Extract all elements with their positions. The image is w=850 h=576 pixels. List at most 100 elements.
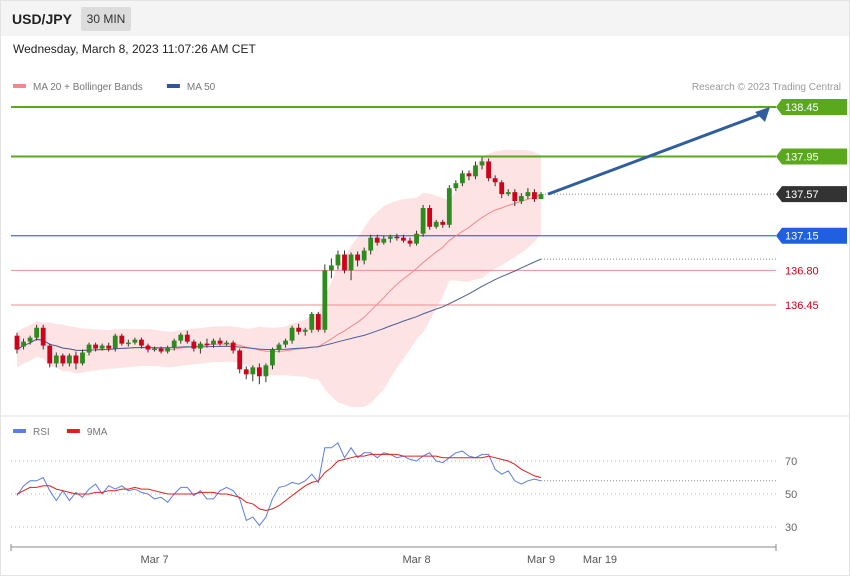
candle-body <box>532 192 537 200</box>
candle-body <box>348 254 354 271</box>
candle-body <box>381 238 387 243</box>
candle-body <box>178 334 184 341</box>
candle-body <box>191 341 197 349</box>
rsi-legend-label-2: 9MA <box>87 427 108 438</box>
rsi-level-label-50: 50 <box>785 489 797 501</box>
candle-10 <box>73 351 79 370</box>
candle-65 <box>433 219 439 229</box>
level-tags: 138.45 137.95 137.57 137.15 136.80 136.45 <box>776 99 847 312</box>
candle-body <box>184 334 190 342</box>
candle-58 <box>387 234 393 243</box>
level-label-136.45: 136.45 <box>785 300 819 312</box>
candle-body <box>283 340 288 345</box>
candle-66 <box>440 219 446 228</box>
candle-49 <box>329 258 334 279</box>
rsi-level-label-70: 70 <box>785 456 797 468</box>
candle-body <box>361 250 367 261</box>
candle-body <box>407 240 413 244</box>
candle-67 <box>446 185 452 228</box>
candle-25 <box>171 338 177 351</box>
price-tag-137.15: 137.15 <box>776 227 847 244</box>
rsi-ma-line <box>16 453 542 512</box>
price-levels <box>11 106 776 306</box>
candle-73 <box>486 158 491 182</box>
candle-53 <box>355 251 360 267</box>
interval-button[interactable]: 30 MIN <box>81 7 131 31</box>
x-tick-label-mar-8: Mar 8 <box>402 554 430 566</box>
candle-body <box>67 355 72 364</box>
candle-body <box>446 188 452 225</box>
candle-body <box>21 341 26 347</box>
candle-55 <box>368 234 374 255</box>
candle-body <box>171 340 177 348</box>
candle-body <box>479 161 485 166</box>
candle-body <box>270 349 275 366</box>
candle-28 <box>191 339 197 352</box>
candle-body <box>420 207 426 234</box>
candle-body <box>34 327 40 338</box>
candle-48 <box>322 264 328 333</box>
candle-74 <box>492 175 498 187</box>
candle-3 <box>27 335 33 345</box>
candle-36 <box>243 366 249 380</box>
price-legend: MA 20 + Bollinger Bands MA 50 <box>13 82 216 93</box>
candle-body <box>427 207 433 227</box>
candle-57 <box>381 235 387 245</box>
candle-52 <box>348 252 354 281</box>
price-tag-label: 137.95 <box>785 152 819 164</box>
candle-7 <box>53 352 59 368</box>
candle-71 <box>473 161 478 180</box>
candle-4 <box>34 324 40 341</box>
candle-body <box>230 342 236 351</box>
candle-16 <box>112 333 118 352</box>
candle-70 <box>466 170 472 181</box>
candle-body <box>322 270 328 330</box>
price-tag-label: 137.57 <box>785 189 819 201</box>
candle-body <box>289 327 295 341</box>
candle-43 <box>289 325 295 344</box>
candle-8 <box>60 353 66 367</box>
candle-51 <box>342 250 347 274</box>
price-tag-shape <box>776 99 847 115</box>
candle-body <box>237 350 243 370</box>
candle-body <box>40 327 46 346</box>
candle-15 <box>106 342 112 352</box>
candle-body <box>486 161 491 179</box>
candle-body <box>165 347 171 352</box>
price-tag-shape <box>776 186 847 203</box>
price-tag-138.45: 138.45 <box>776 99 847 115</box>
candle-35 <box>237 348 243 374</box>
candle-body <box>99 345 105 349</box>
candle-body <box>119 335 125 344</box>
candle-72 <box>479 157 485 170</box>
candle-body <box>93 344 98 349</box>
candles <box>14 157 544 385</box>
candle-2 <box>21 338 26 350</box>
candle-body <box>112 335 118 349</box>
candle-body <box>27 337 33 342</box>
candle-80 <box>532 189 537 203</box>
candle-22 <box>152 346 157 352</box>
candle-body <box>505 192 511 195</box>
candle-21 <box>145 343 151 353</box>
candle-45 <box>302 327 308 336</box>
candle-body <box>525 192 531 197</box>
candle-12 <box>86 342 92 356</box>
candle-body <box>60 355 66 364</box>
candle-5 <box>40 324 46 350</box>
timestamp: Wednesday, March 8, 2023 11:07:26 AM CET <box>13 42 256 56</box>
candle-body <box>73 355 79 364</box>
x-tick-label-mar-9: Mar 9 <box>527 554 555 566</box>
candle-81 <box>538 192 544 200</box>
symbol-title: USD/JPY <box>12 11 72 27</box>
attribution: Research © 2023 Trading Central <box>692 82 841 93</box>
candle-body <box>250 367 256 375</box>
candle-body <box>47 345 53 364</box>
candle-body <box>315 313 321 330</box>
price-tag-label: 138.45 <box>785 102 819 114</box>
candle-body <box>80 352 85 364</box>
candle-26 <box>178 332 184 344</box>
candle-59 <box>394 233 400 241</box>
candle-24 <box>165 345 171 354</box>
